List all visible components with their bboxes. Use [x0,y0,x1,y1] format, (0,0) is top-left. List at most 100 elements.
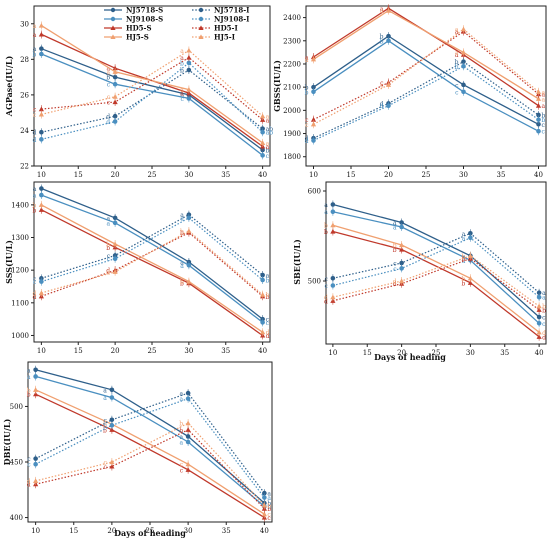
panel-sbe-point-hj5-s [399,242,405,248]
panel-sss-sig-letter: b [106,242,110,249]
panel-sss-sig-letter: a [33,193,37,200]
panel-sss-sig-letter: c [33,276,37,283]
panel-dbe-point-nj9108-i [109,423,115,428]
panel-gbss-point-nj9108-s [311,89,316,95]
panel-gbss-sig-letter: b [380,38,384,45]
panel-sbe-sig-letter: d [324,295,328,302]
panel-sss-sig-letter: a [107,215,111,222]
panel-gbss-point-nj5718-s [386,33,391,39]
panel-gbss-sig-letter: a [380,6,384,13]
panel-agpase-point-hj5-s [260,140,266,145]
panel-agpase-sig-letter: a [33,23,37,30]
panel-sss-point-nj5718-s [112,215,118,221]
panel-agpase-ytick-label: 26 [20,91,29,99]
panel-gbss-point-nj9108-s [461,89,466,95]
panel-sbe-xlabel: Days of heading [374,352,446,362]
panel-sbe-point-nj9108-s [399,224,404,230]
panel-agpase-point-nj5718-s [112,74,118,80]
panel-sbe-xtick-label: 35 [500,349,509,357]
panel-agpase-line-hj5-i [41,49,263,117]
panel-agpase-sig-letter: c [33,112,37,119]
panel-dbe-point-nj9108-i [185,396,191,401]
panel-sbe-sig-letter: a [542,295,546,302]
panel-sbe-point-hd5-s [399,246,405,252]
panel-sbe-sig-letter: b [324,223,328,230]
panel-sbe-sig-letter: c [393,261,397,268]
panel-dbe-sig-letter: d [27,478,31,485]
panel-sbe-point-nj9108-i [330,283,336,288]
panel-sss-sig-letter: d [33,291,37,298]
panel-sbe-sig-letter: d [393,279,397,286]
legend-label-nj9108-s: NJ9108-S [126,15,163,24]
panel-sbe-sig-letter: c [325,276,329,283]
panel-sss-line-hj5-i [41,230,263,296]
panel-gbss-sig-letter: a [455,27,459,34]
panel-dbe-line-nj5718-i [35,392,265,494]
panel-sss-sig-letter: a [33,186,37,193]
panel-dbe-sig-letter: c [267,512,271,519]
panel-gbss-sig-letter: c [455,82,459,89]
panel-gbss-sig-letter: a [380,8,384,15]
panel-sss-point-nj9108-i [186,215,192,221]
panel-agpase-xtick-label: 40 [258,171,267,179]
panel-dbe-xtick-label: 10 [31,527,40,535]
panel-sbe-line-hj5-i [332,255,540,307]
panel-dbe-sig-letter: c [180,467,184,474]
panel-dbe-line-hj5-i [35,422,265,506]
panel-gbss-sig-letter: d [380,103,384,110]
panel-dbe-sig-letter: a [27,367,31,374]
panel-dbe-point-nj5718-i [262,490,267,496]
panel-gbss-ytick-label: 2300 [283,37,301,45]
panel-agpase-point-nj5718-i [39,129,44,135]
panel-dbe-sig-letter: b [103,427,107,434]
panel-agpase-point-nj9108-s [186,96,192,101]
panel-agpase-sig-letter: c [107,100,111,107]
panel-sss-xticks: 10 15 20 25 30 35 40 [37,342,267,355]
panel-gbss-sig-letter: a [455,29,459,36]
panel-gbss-xtick-label: 30 [459,171,468,179]
panel-agpase-sig-letter: c [107,82,111,89]
panel-sss-point-nj9108-i [39,279,44,284]
panel-agpase-point-hd5-s [38,31,44,37]
panel-agpase-point-nj9108-s [39,51,44,57]
panel-sbe-line-nj9108-i [332,237,540,298]
panel-gbss-sig-letter: c [305,122,309,129]
panel-sbe-sig-letter: c [325,283,329,290]
panel-dbe-ylabel: DBE(IU/L) [2,418,12,465]
panel-sss-xtick-label: 40 [258,347,267,355]
panel-sss-sig-letter: b [33,207,37,214]
panel-sss-point-hj5-s [186,278,192,284]
panel-sbe-point-nj5718-s [399,220,404,225]
panel-agpase-point-hd5-i [38,106,44,112]
panel-sss-sig-letter: d [106,269,110,276]
panel-gbss-point-nj9108-s [386,38,391,44]
panel-gbss-sig-letter: b [305,89,309,96]
panel-gbss-point-hj5-s [385,8,392,13]
panel-gbss-sig-letter: b [305,85,309,92]
panel-sbe-point-nj5718-i [468,231,473,236]
panel-agpase-point-nj5718-i [112,113,118,119]
panel-gbss-point-nj5718-s [461,82,466,88]
legend-marker-nj9108-s [110,16,116,22]
panel-sbe-line-nj5718-s [332,203,540,318]
panel-sss-sig-letter: a [180,215,184,222]
panel-agpase-point-hj5-i [186,47,192,53]
panel-agpase-point-nj9108-i [112,119,118,124]
panel-dbe-point-hd5-s [109,427,115,432]
panel-sss-sig-letter: a [180,260,184,267]
panel-dbe-point-hj5-s [185,461,191,467]
panel-agpase-sig-letter: c [181,96,185,103]
panel-agpase-xtick-label: 15 [74,171,83,179]
panel-agpase-point-nj9108-s [112,81,118,87]
panel-gbss-ytick-label: 1900 [283,130,301,138]
panel-sbe-sig-letter: b [324,229,328,236]
panel-sss-point-nj9108-i [112,256,118,262]
panel-dbe-point-hj5-s [33,387,39,392]
panel-dbe-point-nj5718-s [109,387,115,393]
panel-agpase-xtick-label: 10 [37,171,46,179]
panel-dbe-point-hd5-i [109,463,115,469]
panel-sbe-point-nj9108-s [330,209,336,214]
